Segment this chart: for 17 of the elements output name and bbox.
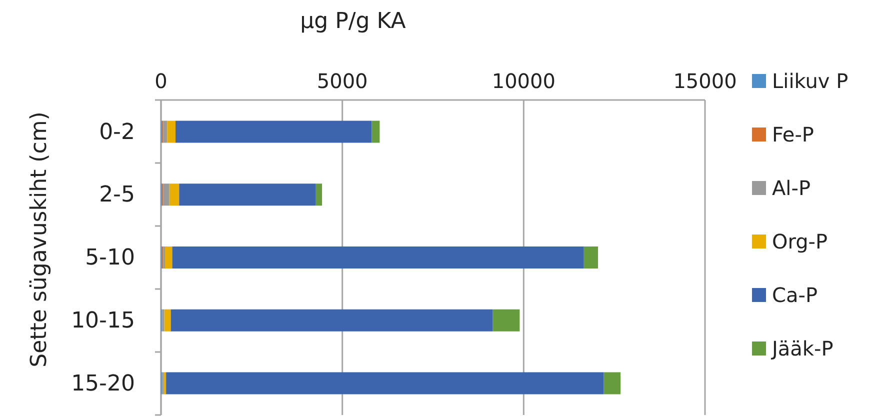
y-tick-label: 2-5 — [99, 182, 135, 208]
legend-label: Liikuv P — [772, 69, 848, 93]
x-tick-label: 0 — [154, 69, 168, 93]
y-tick-label: 5-10 — [85, 246, 135, 271]
x-tick-label: 15000 — [673, 69, 737, 93]
x-tick-label: 5000 — [316, 69, 368, 93]
legend-label: Org-P — [772, 230, 828, 254]
legend-label: Al-P — [772, 176, 811, 200]
legend-label: Fe-P — [772, 122, 814, 146]
legend-label: Ca-P — [772, 283, 818, 307]
x-axis-title: µg P/g KA — [300, 9, 406, 34]
y-tick-label: 0-2 — [99, 120, 135, 145]
x-tick-label: 10000 — [492, 69, 556, 93]
y-tick-label: 10-15 — [71, 308, 135, 334]
legend-label: Jääk-P — [770, 336, 834, 360]
y-axis-title: Sette sügavuskiht (cm) — [27, 112, 52, 368]
y-tick-label: 15-20 — [71, 371, 135, 396]
